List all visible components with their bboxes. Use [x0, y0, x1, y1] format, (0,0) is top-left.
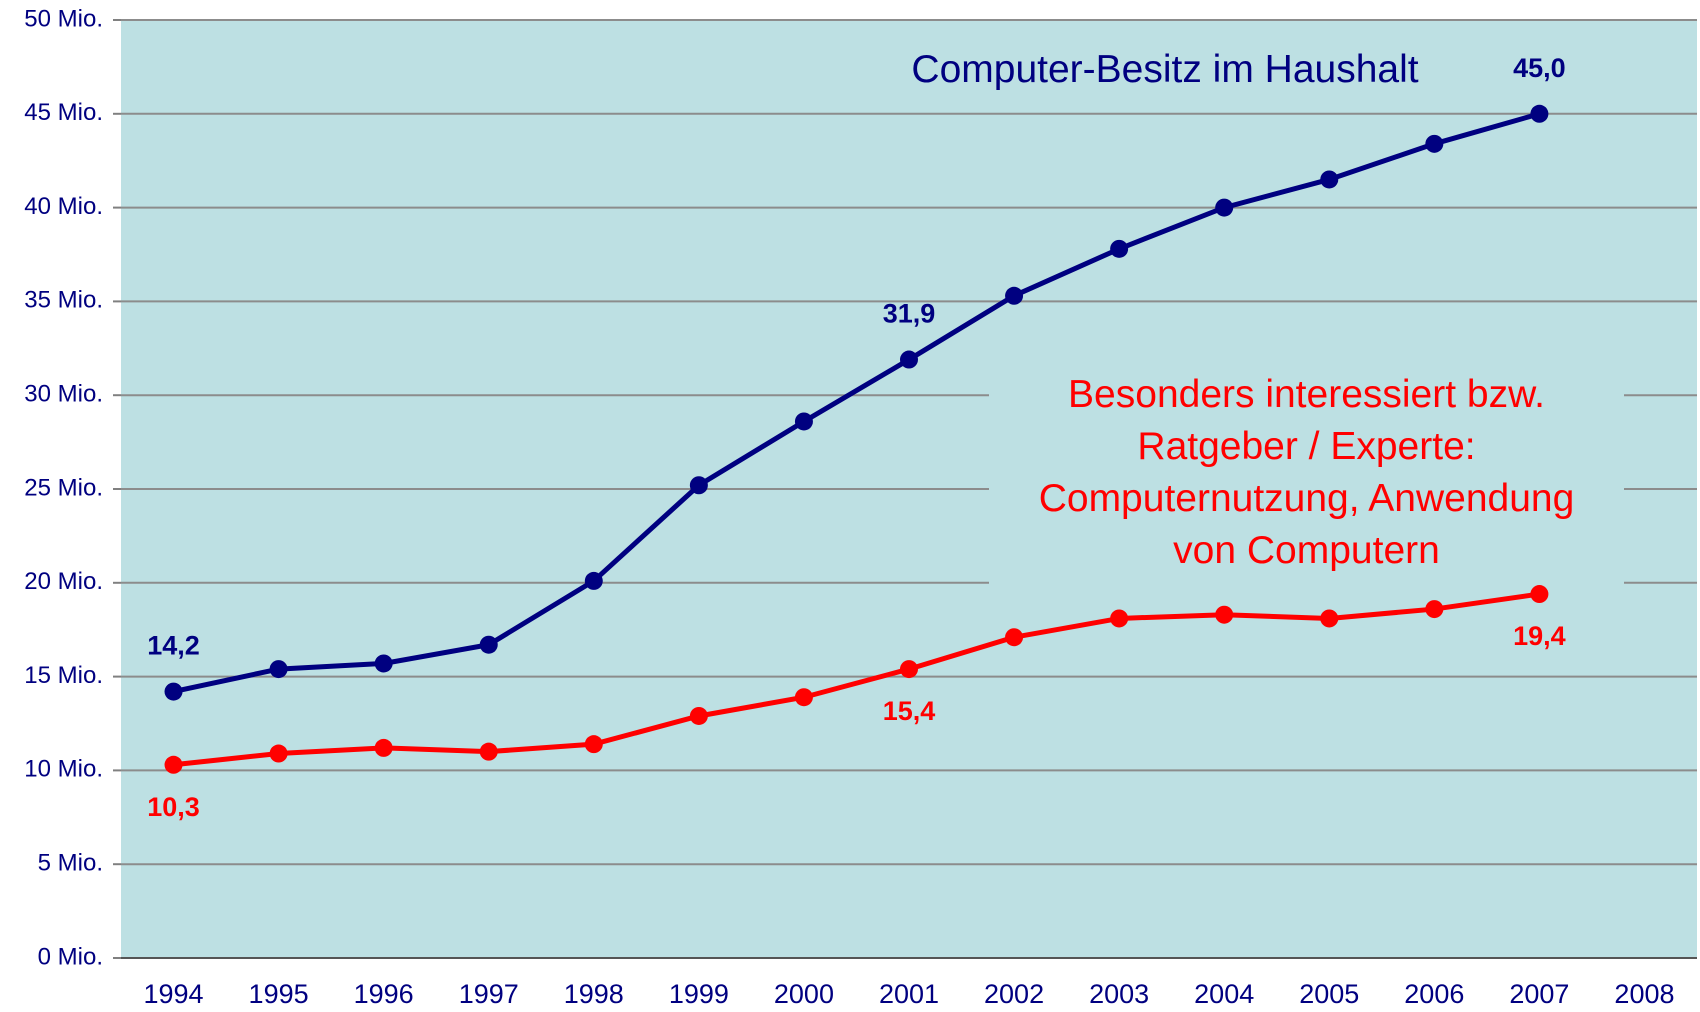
point	[689, 476, 708, 495]
point	[1110, 609, 1129, 628]
y-tick-label: 10 Mio.	[24, 756, 103, 783]
y-tick-label: 15 Mio.	[24, 662, 103, 689]
point	[479, 635, 498, 654]
point	[164, 682, 183, 701]
series-line	[173, 111, 1541, 695]
data-label: 10,3	[147, 792, 200, 822]
point	[1530, 585, 1549, 604]
x-tick-label: 1995	[249, 979, 309, 1009]
x-tick-label: 1996	[354, 979, 414, 1009]
x-tick-label: 2007	[1509, 979, 1569, 1009]
x-tick-label: 2004	[1194, 979, 1254, 1009]
point	[1215, 605, 1234, 624]
point	[164, 755, 183, 774]
point	[374, 654, 393, 673]
x-tick-label: 2001	[879, 979, 939, 1009]
x-tick-label: 1998	[564, 979, 624, 1009]
point	[1215, 198, 1234, 217]
point	[689, 706, 708, 725]
y-tick-label: 20 Mio.	[24, 568, 103, 595]
y-tick-label: 5 Mio.	[38, 850, 103, 877]
x-tick-label: 1999	[669, 979, 729, 1009]
point	[479, 742, 498, 761]
x-tick-label: 2005	[1299, 979, 1359, 1009]
y-tick-label: 25 Mio.	[24, 474, 103, 501]
series-title: Computer-Besitz im Haushalt	[911, 48, 1419, 91]
data-label: 19,4	[1513, 621, 1566, 651]
point	[269, 744, 288, 763]
y-tick-label: 30 Mio.	[24, 381, 103, 408]
point	[1005, 628, 1024, 647]
point	[1005, 286, 1024, 305]
x-tick-label: 1994	[143, 979, 203, 1009]
x-tick-label: 2008	[1614, 979, 1674, 1009]
point	[584, 735, 603, 754]
x-tick-label: 2003	[1089, 979, 1149, 1009]
point	[269, 660, 288, 679]
x-tick-label: 2006	[1404, 979, 1464, 1009]
point	[1530, 104, 1549, 123]
x-tick-label: 2002	[984, 979, 1044, 1009]
point	[1110, 239, 1129, 258]
y-tick-label: 50 Mio.	[24, 5, 103, 32]
point	[374, 738, 393, 757]
x-tick-label: 2000	[774, 979, 834, 1009]
series-line	[173, 591, 1540, 768]
point	[794, 412, 813, 431]
point	[794, 688, 813, 707]
data-label: 15,4	[883, 696, 936, 726]
point	[1425, 134, 1444, 153]
series-title: Besonders interessiert bzw. Ratgeber / E…	[989, 369, 1624, 585]
point	[1320, 609, 1339, 628]
data-label: 31,9	[883, 299, 936, 329]
point	[584, 571, 603, 590]
y-tick-label: 0 Mio.	[38, 943, 103, 970]
x-tick-label: 1997	[459, 979, 519, 1009]
data-label: 14,2	[147, 631, 200, 661]
y-tick-label: 40 Mio.	[24, 193, 103, 220]
point	[900, 350, 918, 369]
point	[1320, 170, 1339, 189]
y-tick-label: 45 Mio.	[24, 99, 103, 126]
data-label: 45,0	[1513, 53, 1566, 83]
point	[1425, 600, 1444, 619]
point	[900, 660, 918, 679]
y-tick-label: 35 Mio.	[24, 287, 103, 314]
